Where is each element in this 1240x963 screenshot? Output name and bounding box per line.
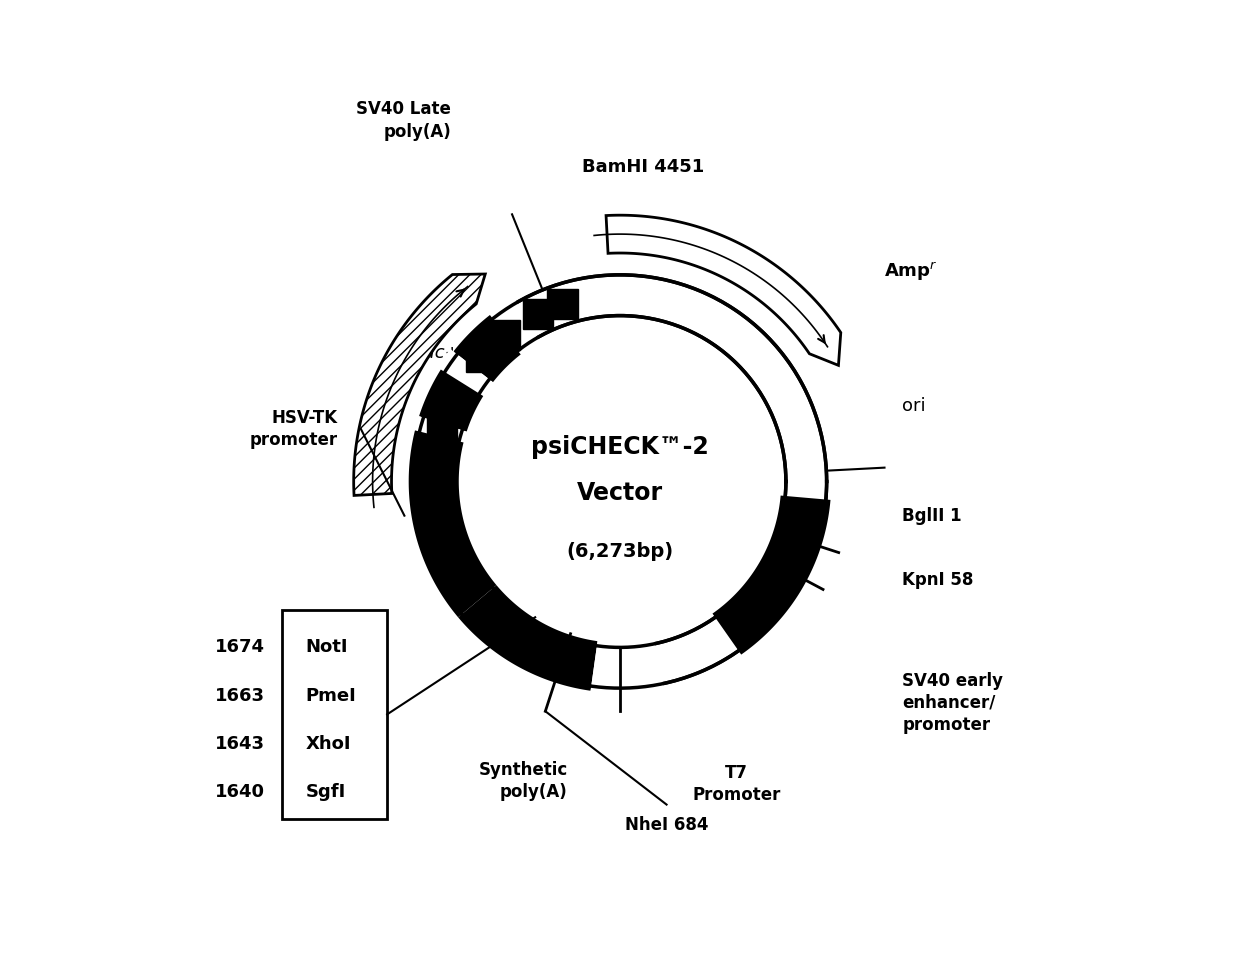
Text: PmeI: PmeI: [305, 687, 356, 705]
Wedge shape: [413, 274, 827, 689]
Text: (6,273bp): (6,273bp): [567, 542, 673, 560]
Polygon shape: [606, 215, 841, 365]
Polygon shape: [423, 508, 454, 538]
Text: BglII 1: BglII 1: [903, 508, 962, 526]
Polygon shape: [454, 313, 523, 382]
Text: XhoI: XhoI: [305, 735, 351, 753]
Text: Vector: Vector: [577, 482, 663, 506]
Polygon shape: [419, 366, 485, 431]
Polygon shape: [547, 289, 578, 320]
Text: hRluc: hRluc: [490, 636, 541, 654]
Text: Amp$^r$: Amp$^r$: [884, 261, 937, 283]
Text: BamHI 4451: BamHI 4451: [582, 158, 704, 176]
Text: SV40 early
enhancer/
promoter: SV40 early enhancer/ promoter: [903, 671, 1003, 734]
Polygon shape: [490, 320, 521, 350]
Text: NheI 684: NheI 684: [625, 817, 708, 834]
Polygon shape: [427, 412, 458, 442]
Text: psiCHECK™-2: psiCHECK™-2: [531, 434, 709, 458]
Text: 1674: 1674: [215, 638, 265, 657]
Polygon shape: [420, 437, 451, 467]
Text: 1640: 1640: [215, 783, 265, 801]
Polygon shape: [419, 482, 450, 513]
Text: HSV-TK
promoter: HSV-TK promoter: [249, 409, 337, 449]
Polygon shape: [590, 636, 665, 697]
Text: SV40 Late
poly(A): SV40 Late poly(A): [356, 100, 451, 141]
Polygon shape: [353, 274, 485, 495]
Text: NotI: NotI: [305, 638, 348, 657]
Polygon shape: [438, 349, 496, 399]
Polygon shape: [458, 586, 598, 690]
Polygon shape: [409, 427, 496, 617]
Polygon shape: [523, 299, 553, 329]
Text: Synthetic
poly(A): Synthetic poly(A): [479, 761, 568, 801]
Polygon shape: [713, 496, 831, 655]
Text: KpnI 58: KpnI 58: [903, 571, 973, 589]
Polygon shape: [487, 295, 542, 357]
Polygon shape: [466, 342, 497, 372]
Text: hluc+: hluc+: [408, 345, 460, 362]
Text: SgfI: SgfI: [305, 783, 346, 801]
Bar: [283, 610, 387, 820]
Text: 1643: 1643: [215, 735, 265, 753]
Text: ori: ori: [903, 397, 926, 415]
Polygon shape: [410, 415, 470, 444]
Text: T7
Promoter: T7 Promoter: [692, 764, 781, 804]
Text: 1663: 1663: [215, 687, 265, 705]
